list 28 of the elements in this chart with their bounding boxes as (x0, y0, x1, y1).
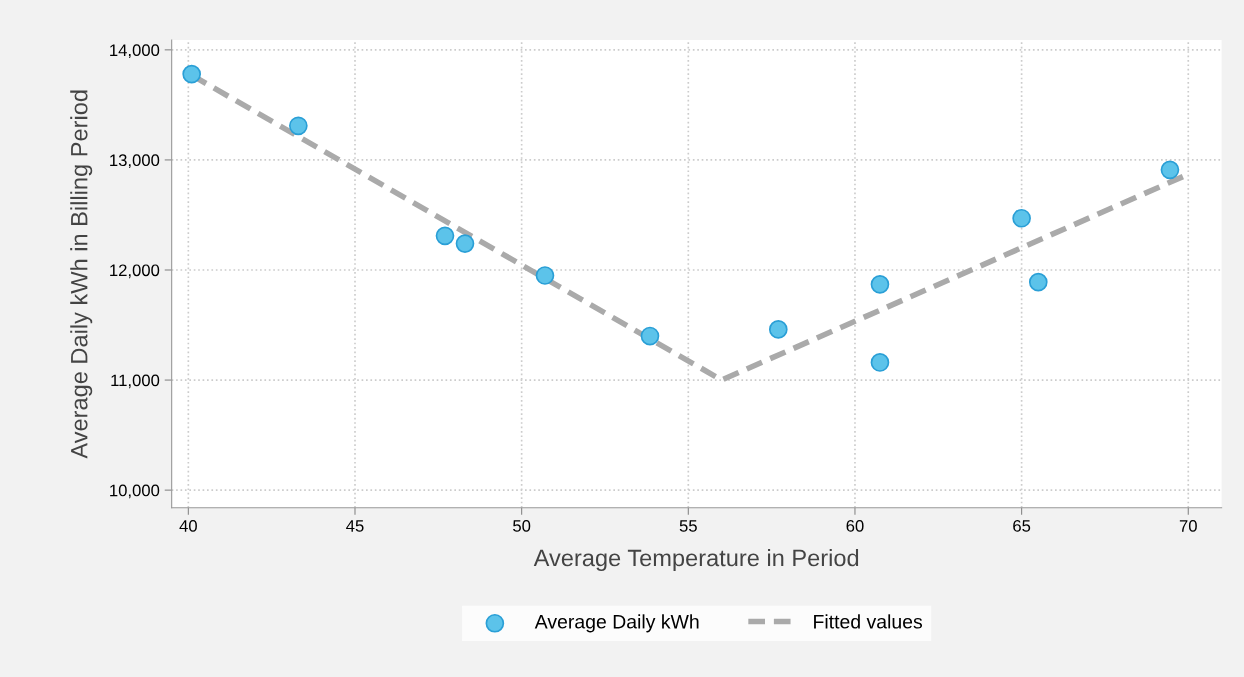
point (870, 353, 890, 372)
x-tick-label: 65 (1013, 520, 1031, 532)
y-tick-label: 14,000 (110, 44, 160, 59)
y-tick-label: 10,000 (110, 484, 160, 499)
y-tick-label: 13,000 (110, 154, 160, 169)
x-tick-label: 70 (1179, 520, 1197, 532)
x-tick-label: 60 (846, 520, 864, 532)
point (1012, 208, 1031, 228)
point (455, 234, 475, 253)
point (435, 226, 455, 246)
y-axis-title: Average Daily kWh in Billing Period (70, 90, 93, 459)
point (182, 64, 202, 84)
y-tick-label: 12,000 (110, 264, 160, 279)
legend-label: Fitted values (814, 614, 923, 629)
point (535, 266, 555, 285)
x-axis-title: Average Temperature in Period (533, 548, 859, 571)
point (288, 116, 308, 136)
point (768, 320, 788, 339)
point (870, 274, 890, 294)
point (1028, 272, 1048, 292)
legend-label: Average Daily kWh (534, 614, 699, 633)
point (1160, 160, 1180, 180)
y-tick-label: 11,000 (111, 374, 160, 389)
x-tick-label: 50 (513, 520, 531, 532)
x-tick-label: 45 (346, 520, 364, 532)
x-tick-label: 40 (179, 520, 197, 532)
point (640, 326, 660, 346)
x-tick-label: 55 (679, 520, 697, 532)
